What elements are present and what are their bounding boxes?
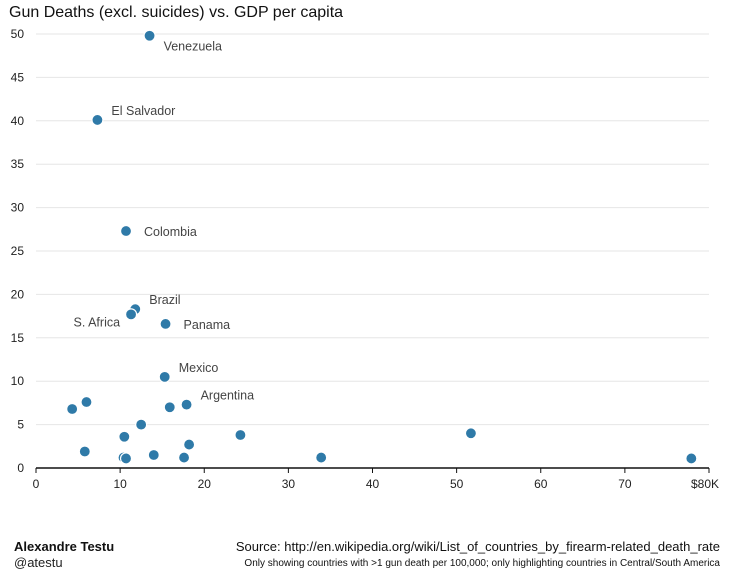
point-label: Mexico (179, 361, 219, 375)
y-tick-label: 20 (11, 287, 25, 301)
x-tick-label: 30 (282, 477, 296, 491)
data-point (124, 308, 138, 321)
data-point (159, 317, 172, 331)
y-tick-label: 40 (11, 114, 25, 128)
x-tick-label: 10 (113, 477, 127, 491)
y-tick-label: 25 (11, 244, 25, 258)
point-label: Panama (184, 318, 231, 332)
data-point (234, 428, 247, 442)
data-point (315, 451, 328, 464)
data-point (177, 451, 191, 464)
data-point (158, 370, 171, 383)
y-tick-label: 15 (11, 331, 25, 345)
x-tick-label: 40 (366, 477, 380, 491)
point-labels: Venezuela El Salvador Colombia Brazil S. Afr… (74, 40, 255, 403)
y-tick-label: 45 (11, 70, 25, 84)
axes: 0 5 10 15 20 25 30 35 40 45 50 0 10 20 30 40 50 60 70 $80K (11, 27, 719, 491)
footnote: Only showing countries with >1 gun death… (244, 558, 720, 569)
data-point (180, 398, 193, 411)
author-handle: @atestu (14, 555, 63, 570)
data-point (685, 452, 698, 465)
point-label: Brazil (149, 293, 180, 307)
data-points (66, 29, 698, 465)
data-point (119, 224, 133, 238)
data-point (78, 445, 91, 458)
data-point (91, 113, 104, 127)
x-tick-label: 20 (198, 477, 212, 491)
y-tick-label: 30 (11, 201, 25, 215)
data-point (119, 452, 133, 465)
y-tick-label: 10 (11, 374, 25, 388)
x-tick-label: 70 (618, 477, 632, 491)
data-point (183, 438, 196, 451)
data-point (464, 427, 478, 440)
data-point (147, 448, 160, 462)
data-point (66, 402, 79, 416)
data-point (163, 401, 176, 414)
x-tick-label: $80K (691, 477, 719, 491)
data-point (80, 395, 93, 409)
x-tick-label: 0 (33, 477, 40, 491)
point-label: Argentina (201, 389, 255, 403)
y-tick-label: 0 (17, 461, 24, 475)
grid (36, 33, 709, 426)
source-text: Source: http://en.wikipedia.org/wiki/Lis… (235, 539, 720, 554)
point-label: El Salvador (111, 104, 175, 118)
data-point (118, 430, 131, 443)
chart-title: Gun Deaths (excl. suicides) vs. GDP per … (9, 4, 343, 21)
data-point (135, 418, 148, 431)
data-point (143, 29, 156, 42)
point-label: Colombia (144, 225, 197, 239)
y-tick-label: 50 (11, 27, 25, 41)
y-tick-label: 5 (17, 418, 24, 432)
point-label: S. Africa (74, 315, 121, 329)
author-name: Alexandre Testu (14, 539, 115, 554)
x-tick-label: 60 (534, 477, 548, 491)
point-label: Venezuela (164, 40, 222, 54)
x-tick-label: 50 (450, 477, 464, 491)
y-tick-label: 35 (11, 157, 25, 171)
